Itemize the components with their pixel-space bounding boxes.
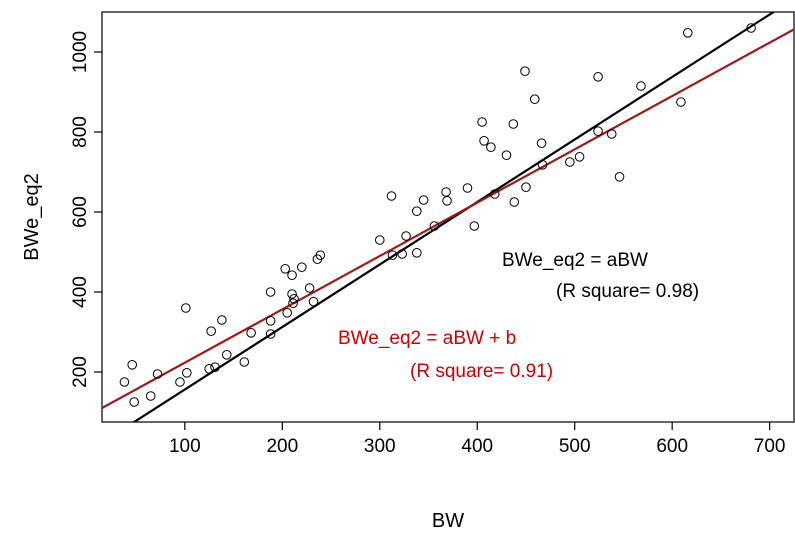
data-point: [297, 262, 307, 273]
fit-1-equation: BWe_eq2 = aBW + b: [338, 328, 516, 349]
data-point: [462, 183, 473, 193]
data-point: [520, 66, 530, 76]
data-point: [210, 362, 220, 373]
data-point: [287, 289, 297, 299]
x-tick-label: 700: [754, 436, 786, 457]
data-point: [536, 138, 547, 148]
data-point: [746, 23, 756, 33]
data-point: [204, 364, 215, 374]
data-point: [288, 298, 298, 309]
data-point: [217, 315, 227, 325]
plot-area-frame: [101, 11, 795, 423]
data-point: [308, 296, 319, 307]
data-point: [565, 157, 575, 167]
data-point: [412, 206, 422, 216]
data-point: [387, 250, 398, 260]
data-point: [239, 357, 250, 367]
data-point: [479, 136, 489, 146]
data-point: [489, 189, 500, 199]
data-point: [441, 187, 451, 197]
data-point: [537, 160, 548, 170]
y-tick-label: 200: [70, 356, 91, 388]
data-point: [593, 126, 603, 136]
data-point: [386, 191, 397, 201]
data-point: [304, 283, 315, 293]
x-tick-label: 100: [169, 436, 201, 457]
data-point: [574, 152, 585, 162]
data-point: [418, 195, 429, 205]
x-tick-label: 400: [461, 436, 493, 457]
data-point: [508, 119, 519, 129]
y-tick-label: 1000: [70, 31, 91, 73]
x-tick-label: 200: [266, 436, 298, 457]
data-point: [606, 129, 617, 139]
data-point: [246, 328, 256, 338]
data-point: [397, 249, 407, 259]
data-point: [374, 235, 385, 245]
data-point: [401, 231, 411, 241]
data-point: [181, 303, 191, 313]
data-point: [280, 264, 291, 274]
data-point: [412, 248, 422, 258]
data-point: [119, 377, 130, 387]
data-point: [501, 150, 512, 160]
data-point: [265, 316, 276, 326]
data-point: [442, 196, 452, 206]
data-point: [265, 329, 276, 339]
data-point: [593, 72, 603, 82]
fit-0-equation: BWe_eq2 = aBW: [502, 250, 648, 271]
data-point: [206, 326, 216, 337]
fit-1-r-square: (R square= 0.91): [410, 361, 553, 382]
fit-line-1: [102, 28, 794, 409]
data-point: [265, 287, 276, 297]
x-tick-label: 600: [656, 436, 688, 457]
data-point: [152, 369, 163, 379]
data-point: [509, 197, 520, 207]
x-tick-label: 300: [364, 436, 396, 457]
data-point: [429, 221, 440, 231]
data-point: [477, 117, 487, 127]
y-axis: 200 400 600 800 1000: [70, 31, 102, 388]
fit-line-0: [132, 12, 776, 422]
data-point: [614, 172, 625, 182]
data-point: [287, 270, 297, 281]
fit-0-r-square: (R square= 0.98): [556, 281, 699, 302]
data-point: [221, 350, 232, 360]
data-point: [486, 142, 496, 152]
data-points: [119, 23, 756, 407]
data-point: [521, 182, 531, 192]
data-point: [529, 94, 540, 104]
data-point: [676, 97, 686, 107]
x-axis: 100 200 300 400 500 600 700: [169, 422, 785, 457]
x-tick-label: 500: [559, 436, 591, 457]
y-tick-label: 800: [70, 116, 91, 148]
data-point: [129, 397, 139, 407]
data-point: [636, 81, 646, 91]
fit-lines: [102, 12, 794, 422]
data-point: [181, 368, 192, 378]
data-point: [145, 391, 156, 401]
y-tick-label: 600: [70, 196, 91, 228]
x-axis-title: BW: [432, 510, 464, 532]
data-point: [127, 360, 138, 370]
data-point: [469, 221, 480, 231]
data-point: [175, 377, 185, 387]
y-tick-label: 400: [70, 276, 91, 308]
data-point: [289, 294, 299, 304]
y-axis-title: BWe_eq2: [21, 173, 43, 260]
data-point: [682, 28, 693, 38]
data-point: [315, 250, 326, 260]
data-point: [282, 308, 292, 318]
